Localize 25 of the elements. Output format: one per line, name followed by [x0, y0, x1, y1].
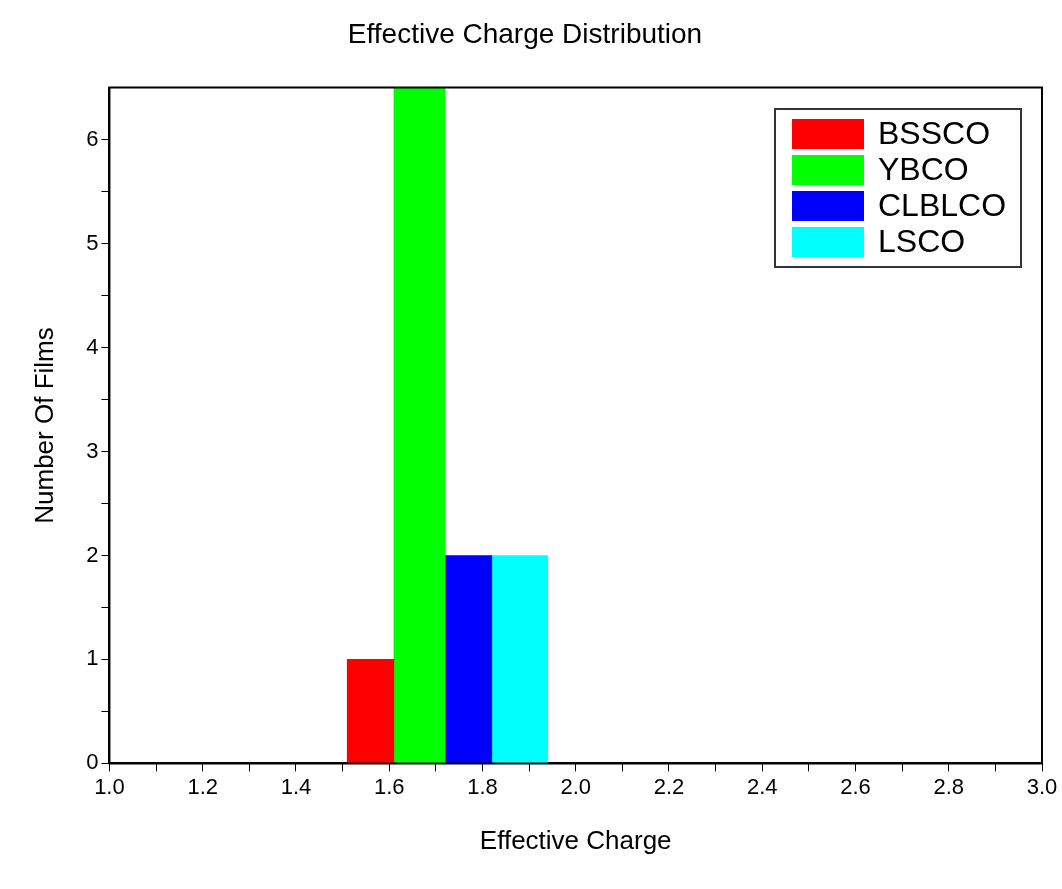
x-tick-label: 2.0	[560, 773, 592, 799]
legend-label: YBCO	[878, 151, 969, 189]
x-tick-label: 1.8	[467, 773, 498, 799]
x-tick-label: 2.4	[746, 773, 778, 799]
legend-label: LSCO	[878, 223, 966, 261]
y-tick-label: 4	[86, 333, 99, 359]
x-tick-label: 2.2	[653, 773, 685, 799]
x-tick-label: 1.2	[187, 773, 218, 799]
x-tick-label: 2.6	[840, 773, 871, 799]
chart-title: Effective Charge Distribution	[347, 17, 703, 49]
y-tick-label: 0	[86, 749, 99, 775]
x-tick-label: 3.0	[1026, 773, 1058, 799]
x-tick-label: 1.0	[94, 773, 125, 799]
y-tick-label: 1	[86, 645, 99, 671]
y-tick-label: 6	[86, 125, 99, 151]
legend-label: CLBLCO	[878, 187, 1007, 225]
y-tick-label: 5	[86, 229, 99, 255]
x-tick-label: 2.8	[933, 773, 965, 799]
x-tick-label: 1.4	[280, 773, 312, 799]
legend-label: BSSCO	[878, 115, 991, 153]
y-tick-label: 3	[86, 437, 99, 463]
y-tick-label: 2	[86, 541, 99, 567]
x-tick-label: 1.6	[373, 773, 405, 799]
x-axis-title: Effective Charge	[479, 824, 672, 855]
y-axis-title: Number Of Films	[28, 327, 59, 524]
